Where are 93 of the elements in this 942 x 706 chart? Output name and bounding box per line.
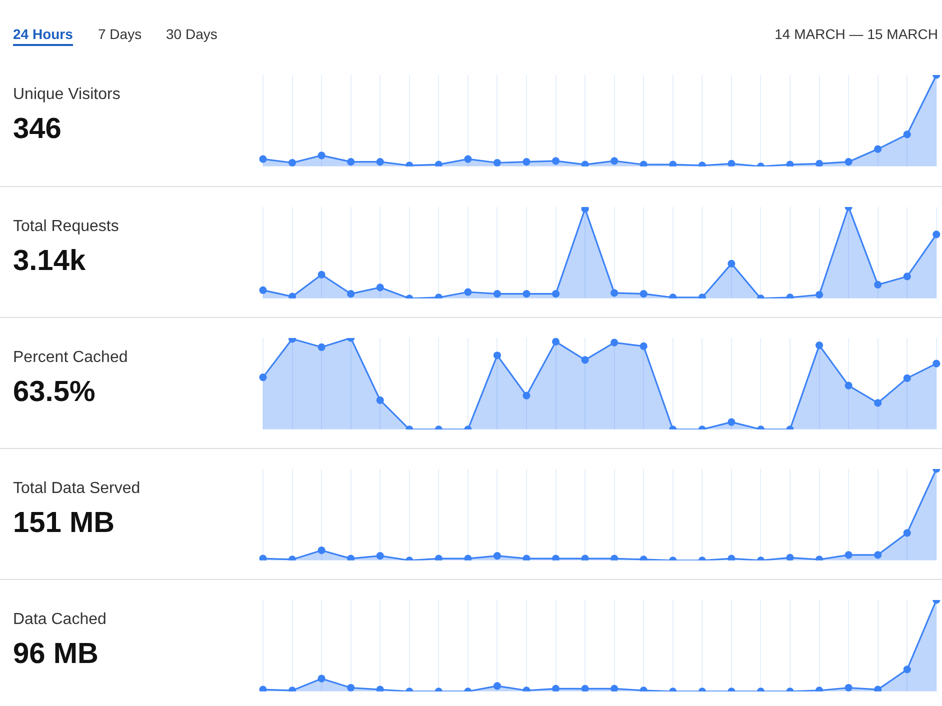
point — [640, 342, 648, 350]
point — [493, 552, 502, 560]
point — [347, 290, 355, 298]
point — [728, 554, 736, 560]
text: 346 — [13, 113, 62, 146]
point — [318, 270, 326, 278]
point — [288, 292, 296, 298]
point — [844, 551, 852, 559]
text: 3.14k — [13, 245, 86, 278]
point — [552, 684, 560, 692]
point — [903, 529, 911, 537]
point — [874, 280, 882, 288]
point — [464, 554, 472, 560]
point — [552, 290, 560, 298]
point — [581, 554, 589, 560]
point — [581, 684, 589, 692]
point — [522, 554, 530, 560]
point — [640, 290, 648, 298]
point — [493, 352, 502, 360]
text: 151 MB — [13, 507, 115, 540]
y-axis-title: Total Requests — [13, 218, 119, 236]
point — [376, 284, 384, 292]
point — [318, 152, 326, 160]
point — [844, 158, 852, 166]
point — [259, 286, 267, 294]
point — [815, 342, 824, 350]
y-axis-title: Total Data Served — [13, 480, 140, 498]
text: 24 Hours — [13, 26, 73, 46]
point — [434, 554, 442, 560]
point — [347, 554, 355, 560]
point — [669, 160, 677, 166]
point — [815, 160, 824, 166]
point — [376, 158, 384, 166]
y-axis-title: Data Cached — [13, 611, 106, 629]
point — [874, 686, 882, 692]
point — [464, 155, 472, 163]
point — [522, 290, 530, 298]
point — [844, 382, 852, 390]
point — [376, 552, 384, 560]
point — [464, 288, 472, 296]
point — [259, 155, 267, 163]
point — [786, 160, 794, 166]
point — [493, 158, 502, 166]
point — [932, 360, 940, 368]
point — [552, 157, 560, 165]
text: 63.5% — [13, 376, 96, 409]
point — [581, 356, 589, 364]
point — [844, 684, 852, 692]
point — [522, 392, 530, 400]
point — [903, 272, 911, 280]
point — [552, 338, 560, 346]
point — [903, 374, 911, 382]
point — [347, 684, 355, 692]
y-axis-title: Percent Cached — [13, 349, 128, 367]
point — [610, 554, 618, 560]
point — [318, 674, 326, 682]
point — [874, 145, 882, 153]
point — [259, 686, 267, 692]
point — [932, 230, 940, 238]
point — [903, 130, 911, 138]
point — [640, 160, 648, 166]
point — [610, 157, 618, 165]
point — [376, 396, 384, 404]
point — [376, 686, 384, 692]
point — [493, 682, 502, 690]
point — [728, 160, 736, 166]
point — [259, 374, 267, 382]
point — [874, 551, 882, 559]
point — [610, 338, 618, 346]
point — [552, 554, 560, 560]
point — [728, 418, 736, 426]
point — [786, 554, 794, 560]
point — [522, 158, 530, 166]
point — [288, 158, 296, 166]
y-axis-title: Unique Visitors — [13, 86, 120, 104]
point — [581, 160, 589, 166]
point — [815, 290, 824, 298]
text: 7 Days — [98, 26, 142, 42]
point — [493, 290, 502, 298]
text: 96 MB — [13, 638, 98, 671]
point — [318, 546, 326, 554]
point — [610, 289, 618, 297]
point — [318, 343, 326, 351]
text: 30 Days — [166, 26, 218, 42]
point — [874, 399, 882, 407]
text: 14 MARCH — 15 MARCH — [774, 26, 938, 42]
point — [347, 158, 355, 166]
point — [259, 554, 267, 560]
point — [903, 666, 911, 674]
point — [434, 160, 442, 166]
point — [728, 260, 736, 268]
point — [610, 684, 618, 692]
point — [581, 207, 589, 213]
